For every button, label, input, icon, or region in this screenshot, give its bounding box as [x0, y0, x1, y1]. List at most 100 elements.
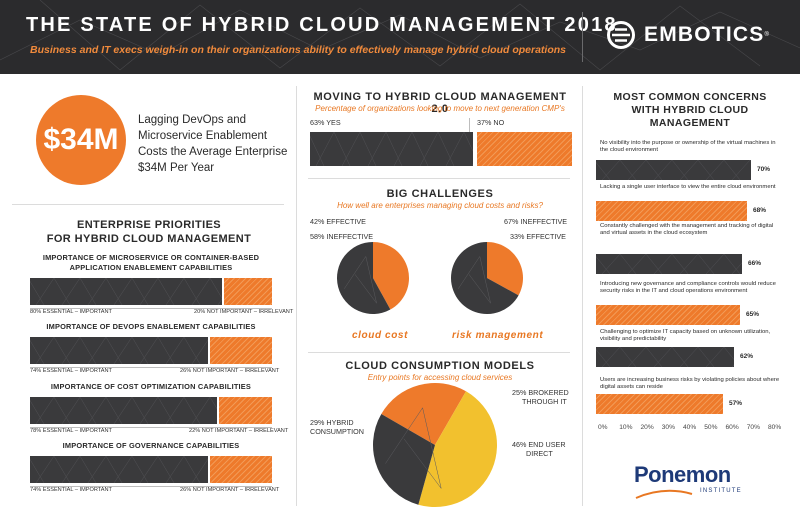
concern-bar — [596, 254, 742, 274]
bar-texture — [30, 278, 222, 305]
essential-label: 74% ESSENTIAL – IMPORTANT — [30, 368, 112, 374]
ponemon-logo-text: Ponemon — [634, 462, 731, 487]
cost-ineffective-slice — [337, 242, 391, 314]
brokered-label: 25% BROKERED THROUGH IT — [512, 388, 569, 406]
bar-texture — [596, 347, 734, 367]
concern-text: Constantly challenged with the managemen… — [600, 223, 774, 237]
priority-question: IMPORTANCE OF DEVOPS ENABLEMENT CAPABILI… — [46, 322, 256, 331]
brand-registered-mark: ® — [764, 32, 769, 38]
bar-texture — [310, 132, 473, 166]
pie-texture — [457, 255, 491, 304]
concern-value: 70% — [757, 166, 771, 173]
concerns-title-line1: MOST COMMON CONCERNS — [613, 91, 767, 103]
not-important-bar — [219, 397, 272, 424]
challenges-subtitle: How well are enterprises managing cloud … — [337, 201, 543, 210]
hybrid-consumption-label: 29% HYBRID CONSUMPTION — [310, 418, 364, 436]
brand-name: EMBOTICS — [644, 23, 765, 46]
hybrid-slice — [373, 414, 435, 505]
priority-question: IMPORTANCE OF COST OPTIMIZATION CAPABILI… — [50, 382, 252, 391]
ponemon-logo: Ponemon INSTITUTE — [634, 462, 741, 499]
no-label: 37% NO — [477, 118, 505, 127]
essential-bar — [30, 397, 217, 424]
risk-effective-label: 33% EFFECTIVE — [510, 232, 566, 241]
risk-effective-slice — [487, 242, 523, 296]
yes-label: 63% YES — [310, 118, 341, 127]
cost-effective-label: 42% EFFECTIVE — [310, 217, 366, 226]
essential-label: 74% ESSENTIAL – IMPORTANT — [30, 487, 112, 493]
embotics-logo: EMBOTICS ® — [606, 20, 769, 50]
concern-value: 57% — [729, 400, 743, 407]
column-divider-left — [296, 86, 297, 506]
essential-bar — [30, 337, 208, 364]
section-divider-mid-1 — [308, 178, 570, 179]
bar-baseline — [30, 367, 272, 368]
column-divider-right — [582, 86, 583, 506]
hybrid-label-line2: CONSUMPTION — [310, 427, 364, 436]
not-important-label: 26% NOT IMPORTANT – IRRELEVANT — [180, 368, 280, 374]
x-axis-tick: 10% — [619, 424, 633, 431]
bar-baseline — [30, 308, 272, 309]
x-axis-tick: 80% — [768, 424, 782, 431]
concern-text: Users are increasing business risks by v… — [600, 377, 780, 391]
risk-ineffective-label: 67% INEFFECTIVE — [504, 217, 568, 226]
bar-baseline — [30, 486, 272, 487]
hybrid-label-line1: 29% HYBRID — [310, 418, 354, 427]
page-title: THE STATE OF HYBRID CLOUD MANAGEMENT 201… — [26, 14, 618, 36]
concern-value: 66% — [748, 260, 762, 267]
section-divider-mid-2 — [308, 352, 570, 353]
bar-texture — [30, 337, 208, 364]
concern-value: 68% — [753, 207, 767, 214]
yes-bar — [310, 132, 473, 166]
x-axis-tick: 50% — [704, 424, 718, 431]
priorities-title-line1: ENTERPRISE PRIORITIES — [76, 219, 222, 231]
page-subtitle: Business and IT execs weigh-in on their … — [30, 44, 567, 56]
challenges-title: BIG CHALLENGES — [386, 188, 494, 200]
risk-management-pie — [451, 242, 523, 314]
concern-bar — [596, 347, 734, 367]
embotics-logo-icon — [607, 21, 635, 49]
concerns-title-line2: WITH HYBRID CLOUD — [631, 104, 749, 116]
not-important-label: 20% NOT IMPORTANT – IRRELEVANT — [194, 309, 294, 315]
yes-marker — [469, 118, 470, 132]
cost-effective-slice — [373, 242, 409, 310]
brokered-label-line2: THROUGH IT — [522, 397, 567, 406]
essential-bar — [30, 278, 222, 305]
cloud-cost-pie — [337, 242, 409, 314]
not-important-bar — [210, 337, 272, 364]
not-important-bar — [210, 456, 272, 483]
header-divider — [582, 12, 583, 62]
essential-label: 78% ESSENTIAL – IMPORTANT — [30, 428, 112, 434]
kpi-description: Lagging DevOps and Microservice Enableme… — [138, 114, 288, 174]
not-important-label: 22% NOT IMPORTANT – IRRELEVANT — [189, 428, 289, 434]
cloud-cost-caption: cloud cost — [352, 330, 409, 341]
priority-question: IMPORTANCE OF MICROSERVICE OR CONTAINER-… — [42, 253, 260, 272]
network-texture — [0, 0, 800, 71]
bar-texture — [596, 254, 742, 274]
concern-value: 62% — [740, 353, 754, 360]
cost-ineffective-label: 58% INEFFECTIVE — [310, 232, 374, 241]
bar-texture — [596, 160, 751, 180]
concerns-title: MOST COMMON CONCERNS WITH HYBRID CLOUD M… — [590, 91, 790, 130]
bar-texture — [30, 397, 217, 424]
concern-bar — [596, 201, 747, 221]
priorities-title-line2: FOR HYBRID CLOUD MANAGEMENT — [46, 233, 252, 245]
essential-label: 80% ESSENTIAL – IMPORTANT — [30, 309, 112, 315]
consumption-subtitle: Entry points for accessing cloud service… — [367, 373, 513, 382]
not-important-label: 26% NOT IMPORTANT – IRRELEVANT — [180, 487, 280, 493]
essential-bar — [30, 456, 208, 483]
header-banner: THE STATE OF HYBRID CLOUD MANAGEMENT 201… — [0, 0, 800, 74]
section-divider-left — [12, 204, 284, 205]
brokered-slice — [381, 383, 466, 445]
risk-management-caption: risk management — [452, 330, 544, 341]
priorities-title: ENTERPRISE PRIORITIES FOR HYBRID CLOUD M… — [16, 218, 282, 246]
ponemon-institute-label: INSTITUTE — [700, 488, 742, 494]
priority-question: IMPORTANCE OF GOVERNANCE CAPABILITIES — [62, 441, 240, 450]
kpi-value-circle: $34M — [36, 95, 126, 185]
brokered-label-line1: 25% BROKERED — [512, 388, 569, 397]
concern-text: No visibility into the purpose or owners… — [600, 140, 776, 154]
x-axis-tick: 60% — [725, 424, 739, 431]
end-user-label-line1: 46% END USER — [512, 440, 566, 449]
x-axis-tick: 40% — [683, 424, 697, 431]
moving-subtitle: Percentage of organizations looking to m… — [315, 104, 565, 113]
not-important-bar — [224, 278, 272, 305]
